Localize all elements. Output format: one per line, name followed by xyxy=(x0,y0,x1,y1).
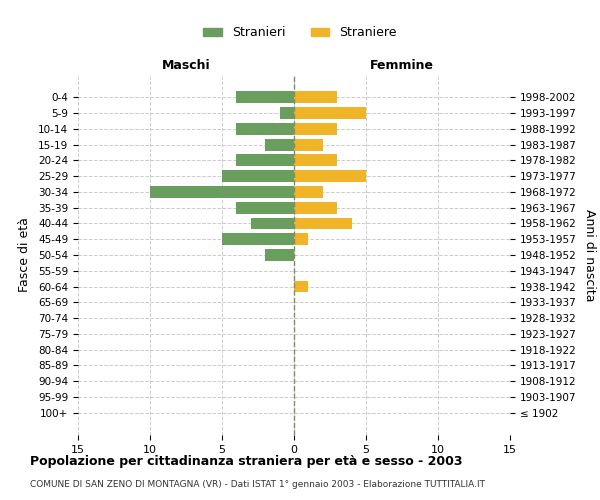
Bar xyxy=(222,170,294,182)
Bar xyxy=(280,107,294,119)
Bar xyxy=(265,138,294,150)
Bar xyxy=(294,107,366,119)
Bar xyxy=(294,186,323,198)
Bar xyxy=(294,234,308,245)
Text: Maschi: Maschi xyxy=(161,59,211,72)
Bar xyxy=(265,249,294,261)
Bar xyxy=(236,154,294,166)
Bar xyxy=(236,92,294,103)
Bar xyxy=(294,138,323,150)
Bar xyxy=(236,123,294,134)
Bar xyxy=(294,218,352,230)
Bar xyxy=(294,170,366,182)
Bar xyxy=(236,202,294,213)
Text: Popolazione per cittadinanza straniera per età e sesso - 2003: Popolazione per cittadinanza straniera p… xyxy=(30,455,463,468)
Bar xyxy=(294,123,337,134)
Y-axis label: Fasce di età: Fasce di età xyxy=(18,218,31,292)
Legend: Stranieri, Straniere: Stranieri, Straniere xyxy=(198,21,402,44)
Y-axis label: Anni di nascita: Anni di nascita xyxy=(583,209,596,301)
Text: COMUNE DI SAN ZENO DI MONTAGNA (VR) - Dati ISTAT 1° gennaio 2003 - Elaborazione : COMUNE DI SAN ZENO DI MONTAGNA (VR) - Da… xyxy=(30,480,485,489)
Bar xyxy=(294,280,308,292)
Bar xyxy=(222,234,294,245)
Bar xyxy=(251,218,294,230)
Bar xyxy=(294,154,337,166)
Text: Femmine: Femmine xyxy=(370,59,434,72)
Bar xyxy=(294,92,337,103)
Bar xyxy=(150,186,294,198)
Bar xyxy=(294,202,337,213)
